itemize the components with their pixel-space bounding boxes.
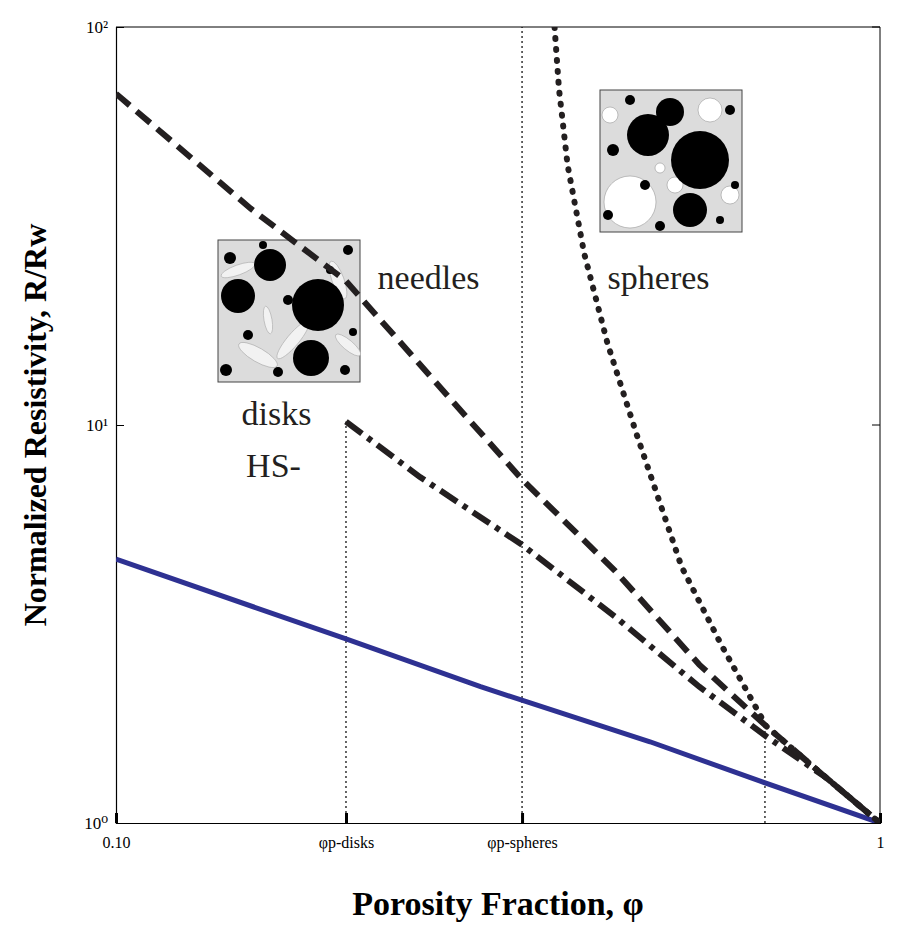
inset-inclusion	[655, 163, 665, 173]
y-tick-mark	[116, 27, 124, 28]
inset-grain	[716, 216, 724, 224]
inset-grain	[254, 249, 286, 281]
x-tick-label: φp-disks	[319, 834, 374, 852]
inset-grain	[731, 181, 739, 189]
frame-top	[116, 27, 880, 28]
y-tick-label: 10¹	[86, 416, 108, 435]
inset-frame	[218, 240, 360, 382]
inset-grain	[243, 330, 253, 340]
inset-inclusion	[602, 107, 618, 123]
inset-inclusion	[698, 98, 722, 122]
y-axis-title: Normalized Resistivity, R/Rw	[17, 224, 53, 627]
x-tick-label: 0.10	[103, 834, 131, 851]
inset-grain	[293, 340, 329, 376]
series-line	[116, 94, 880, 823]
y-tick: 10¹	[86, 416, 124, 435]
x-tick-label: φp-spheres	[487, 834, 558, 852]
inset-grain	[224, 252, 236, 264]
inset-grain	[607, 144, 619, 156]
inset-grain	[220, 364, 232, 376]
inset-grain	[343, 245, 353, 255]
reference-line	[345, 422, 346, 823]
inset-inclusion	[219, 259, 256, 281]
x-tick-label: 1	[877, 834, 885, 851]
chart: 0.10 φp-disks φp-spheres 1 10⁰ 10¹ 10² needles d…	[0, 0, 905, 943]
inset-grain	[671, 131, 729, 189]
inset-grain	[273, 367, 283, 377]
y-tick: 10²	[86, 18, 124, 37]
inset-frame	[600, 90, 742, 232]
x-axis-title: Porosity Fraction, φ	[352, 885, 644, 922]
inset-grain	[656, 98, 684, 126]
inset-grain	[340, 365, 350, 375]
inset-grain	[349, 328, 357, 336]
y-tick: 10⁰	[84, 814, 124, 833]
inset-inclusion	[333, 331, 364, 359]
inset-inclusion	[604, 176, 656, 228]
inset-grain	[292, 279, 344, 331]
x-axis: 0.10 φp-disks φp-spheres 1	[103, 813, 885, 852]
inset-grain	[625, 95, 635, 105]
y-tick-mark	[116, 425, 124, 426]
series-line	[116, 559, 880, 823]
inset-inclusion	[235, 338, 280, 372]
series-line	[555, 27, 880, 823]
reference-line	[521, 27, 522, 823]
inset-grain	[655, 221, 665, 231]
curve-label: spheres	[608, 259, 710, 296]
y-tick-mark-right	[872, 27, 880, 28]
inset-illustration	[218, 240, 363, 382]
y-tick-label: 10²	[86, 18, 108, 37]
x-tick: φp-disks	[319, 813, 374, 852]
inset-inclusion	[262, 306, 275, 335]
x-axis-line	[117, 813, 881, 824]
inset-grain	[673, 193, 707, 227]
inset-grain	[603, 210, 613, 220]
inset-grain	[725, 105, 735, 115]
series-line	[346, 422, 880, 823]
curve-label: needles	[378, 259, 480, 296]
inset-grain	[259, 241, 267, 249]
curve-label: disks	[242, 395, 312, 432]
plot-area	[116, 27, 880, 823]
reference-line	[764, 726, 765, 823]
y-axis: 10⁰ 10¹ 10²	[84, 18, 124, 833]
y-tick-label: 10⁰	[84, 814, 108, 833]
inset-grain	[640, 180, 650, 190]
y-tick-mark	[116, 823, 124, 824]
y-tick-mark-right	[872, 425, 880, 426]
inset-grain	[221, 279, 255, 313]
inset-grain	[283, 295, 293, 305]
inset-illustration	[600, 90, 742, 232]
curve-label: HS-	[246, 447, 301, 484]
y-axis-line	[117, 28, 125, 824]
x-tick: φp-spheres	[487, 813, 558, 852]
